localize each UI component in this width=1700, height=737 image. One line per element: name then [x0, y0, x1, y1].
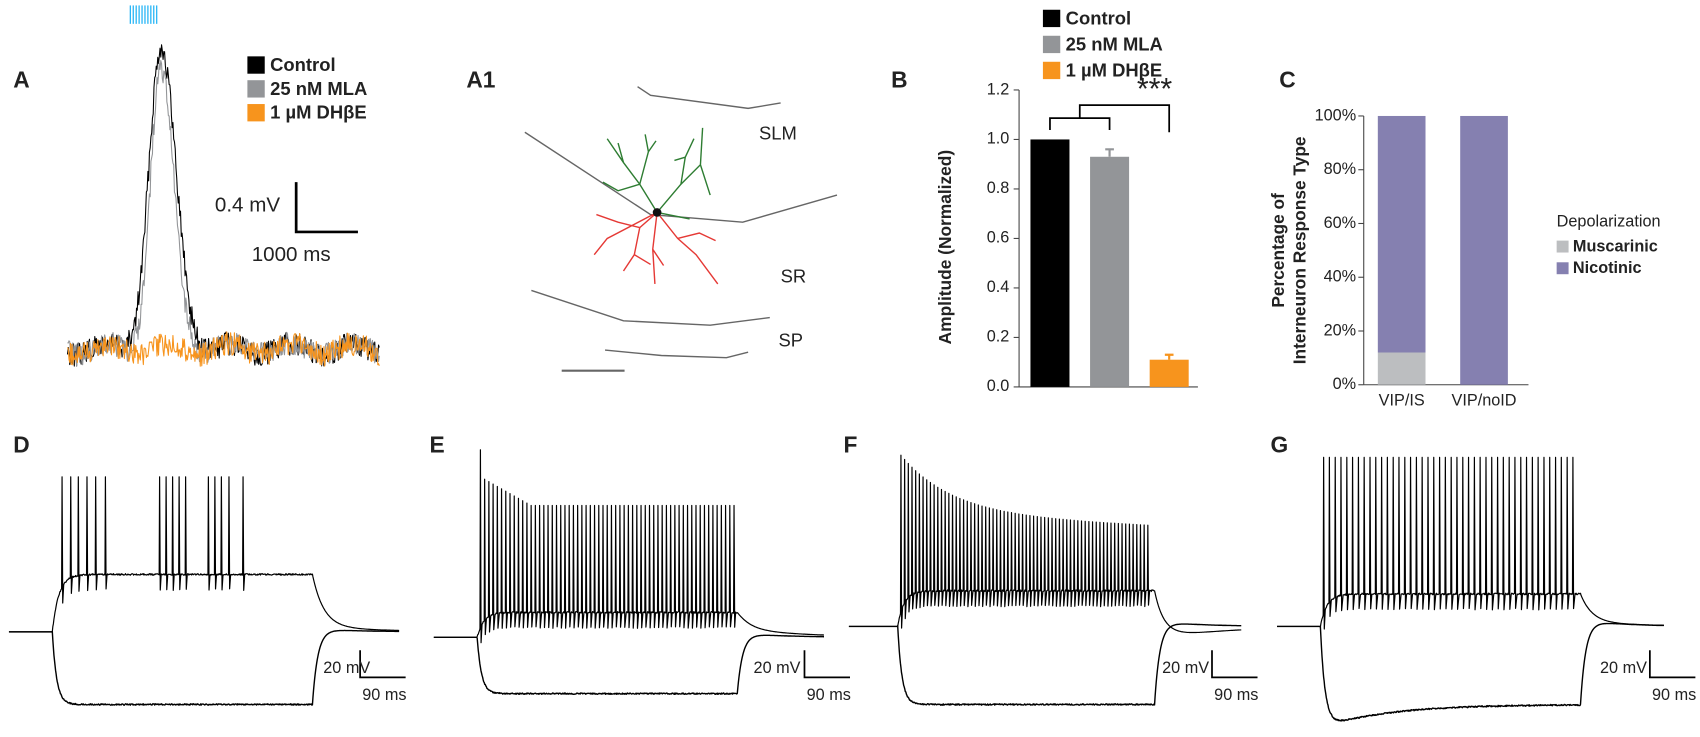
scale-label: 20 mV — [323, 659, 370, 677]
y-tick-label: 100% — [1315, 106, 1357, 124]
layer-label: SP — [778, 329, 803, 350]
error-bar — [1105, 148, 1114, 157]
bar — [1090, 156, 1130, 387]
trace — [1276, 622, 1665, 722]
legend-label: 25 nM MLA — [270, 78, 367, 99]
layer-label: SLM — [759, 122, 797, 143]
y-tick-label: 0.4 — [987, 278, 1010, 296]
panel-label: C — [1279, 66, 1295, 92]
trace — [433, 634, 825, 696]
legend-swatch — [1042, 61, 1061, 80]
bar — [1030, 139, 1070, 387]
trace — [848, 623, 1242, 706]
y-tick-label: 0.2 — [987, 328, 1010, 346]
y-tick-label: 60% — [1324, 214, 1357, 232]
x-tick-label: VIP/noID — [1452, 391, 1517, 409]
trace — [1276, 456, 1665, 630]
scale-bar — [294, 182, 358, 234]
bracket — [1049, 104, 1171, 133]
y-tick-label: 20% — [1324, 321, 1357, 339]
layer-label: SR — [781, 265, 807, 286]
scale-label: 20 mV — [754, 659, 801, 677]
legend-swatch — [1556, 262, 1569, 275]
morphology — [524, 86, 838, 372]
y-axis-label: Interneuron Response Type — [1289, 136, 1309, 364]
scale-label: 20 mV — [1600, 659, 1647, 677]
y-tick-label: 0.6 — [987, 229, 1010, 247]
significance: *** — [1137, 73, 1173, 106]
panel-label: F — [843, 432, 857, 458]
stimulus-marks — [129, 5, 158, 24]
y-tick-label: 1.0 — [987, 130, 1010, 148]
legend-title: Depolarization — [1557, 212, 1661, 230]
panel-label: G — [1271, 432, 1289, 458]
scale-label: 20 mV — [1162, 659, 1209, 677]
scale-label: 90 ms — [1652, 686, 1696, 704]
bar — [1149, 359, 1189, 387]
scale-label: 0.4 mV — [215, 193, 280, 216]
scale-label: 90 ms — [1214, 686, 1258, 704]
legend-swatch — [247, 56, 265, 74]
bar-segment — [1377, 115, 1426, 353]
traces — [8, 44, 1696, 722]
legend-swatch — [1556, 240, 1569, 253]
y-axis-label: Percentage of — [1268, 193, 1288, 308]
trace — [8, 629, 400, 706]
bar-segment — [1460, 115, 1508, 385]
y-tick-label: 80% — [1324, 160, 1357, 178]
error-bar — [1164, 353, 1174, 360]
trace — [8, 476, 400, 633]
scale-bar — [803, 650, 850, 679]
legend-label: Control — [270, 54, 335, 75]
panel-label: A — [13, 66, 29, 92]
scale-bar — [359, 650, 406, 679]
legend-swatch — [247, 104, 265, 122]
trace — [66, 331, 380, 367]
y-tick-label: 0.0 — [987, 377, 1010, 395]
legend-label: 1 µM DHβE — [1066, 59, 1163, 80]
legend-label: Nicotinic — [1573, 259, 1642, 277]
trace — [848, 454, 1242, 634]
scale-label: 90 ms — [362, 686, 406, 704]
legend-label: 25 nM MLA — [1066, 33, 1163, 54]
legend-label: Muscarinic — [1573, 237, 1658, 255]
y-tick-label: 40% — [1324, 268, 1357, 286]
scale-label: 1000 ms — [252, 243, 331, 266]
panel-label: D — [13, 432, 29, 458]
y-axis-label: Amplitude (Normalized) — [935, 150, 955, 344]
legend-label: 1 µM DHβE — [270, 102, 366, 123]
legend-swatch — [1042, 35, 1061, 54]
panel-label: A1 — [466, 66, 495, 92]
y-tick-label: 0.8 — [987, 179, 1010, 197]
legend-label: Control — [1066, 7, 1131, 28]
legend-swatch — [1042, 9, 1061, 28]
panel-label: E — [429, 432, 444, 458]
legend-swatch — [247, 80, 265, 98]
y-tick-label: 1.2 — [987, 80, 1010, 98]
scale-bar — [1648, 650, 1696, 679]
scale-bar — [1211, 650, 1258, 679]
trace — [433, 449, 825, 644]
panel-label: B — [891, 66, 907, 92]
x-tick-label: VIP/IS — [1379, 391, 1425, 409]
y-tick-label: 0% — [1333, 375, 1357, 393]
scale-label: 90 ms — [807, 686, 851, 704]
bar-segment — [1377, 352, 1426, 385]
